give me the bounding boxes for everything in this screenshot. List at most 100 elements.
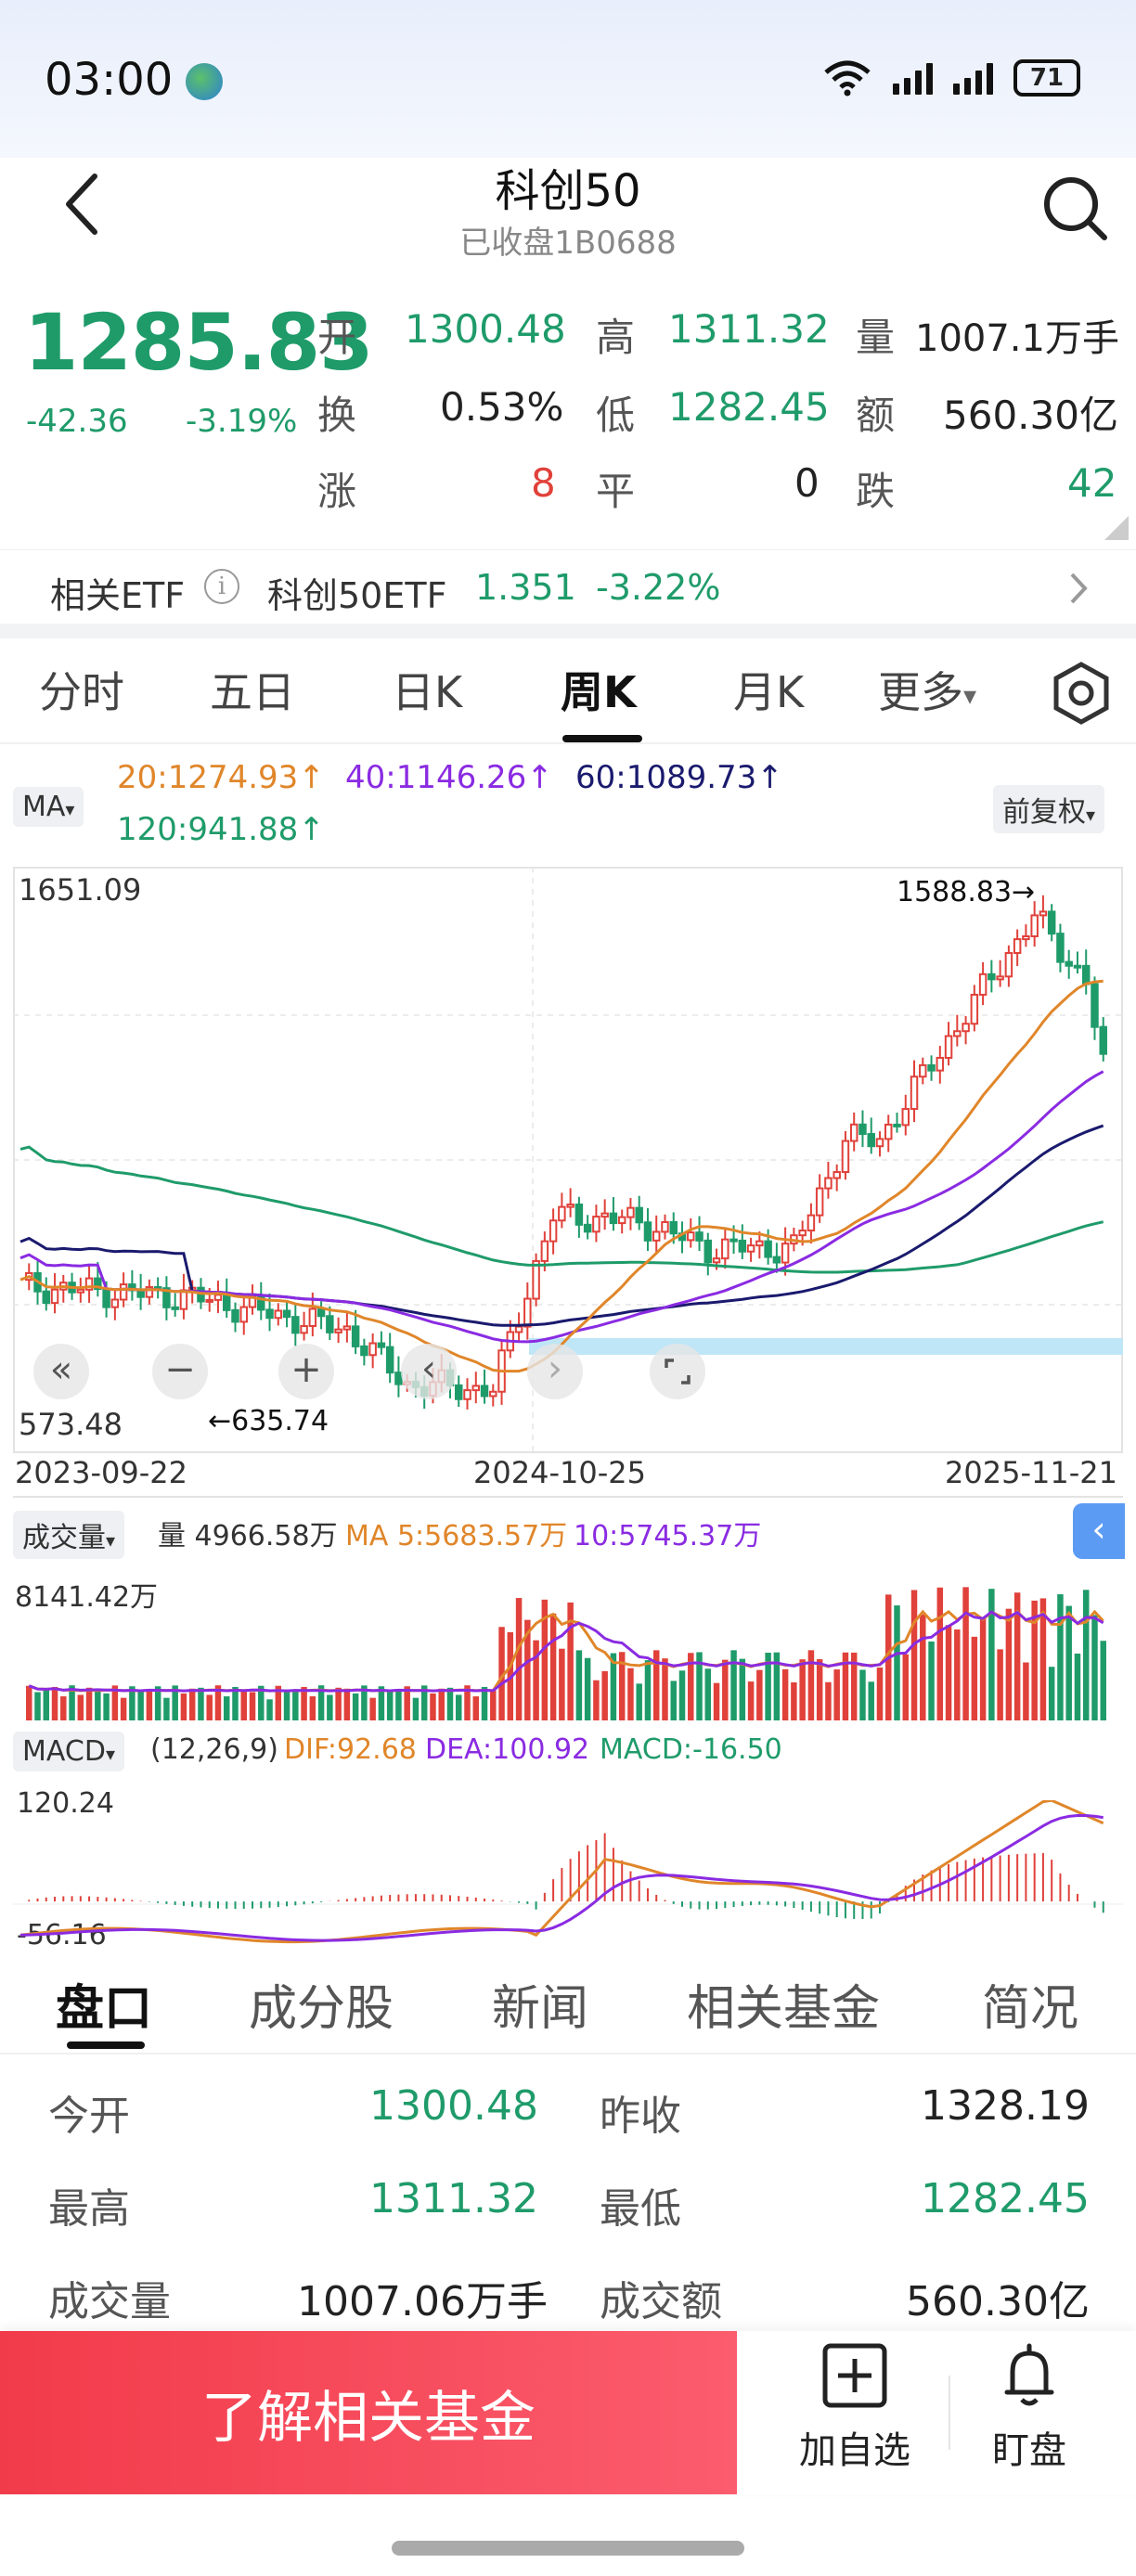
ma-selector[interactable]: MA▾ [13, 787, 84, 827]
candle-body [712, 1257, 721, 1264]
volume-bar [481, 1686, 488, 1720]
candle-body [471, 1385, 481, 1392]
collapse-panel-icon[interactable]: ‹ [1073, 1503, 1125, 1559]
double-chevron-left-icon[interactable]: « [33, 1344, 89, 1399]
ma-selector-label: MA [22, 791, 66, 823]
zoom-out-icon[interactable]: − [152, 1344, 208, 1399]
add-watchlist-button[interactable]: 加自选 [785, 2342, 924, 2474]
volume-bar [223, 1696, 230, 1720]
candle-body [583, 1223, 592, 1233]
chevron-right-icon[interactable]: › [527, 1344, 583, 1399]
volume-selector-label: 成交量 [22, 1522, 106, 1554]
candle-body [996, 975, 1004, 981]
detail-amount-value: 560.30亿 [906, 2278, 1090, 2325]
page-title: 科创50 [495, 165, 641, 217]
volume-bar [1082, 1590, 1090, 1720]
candle-body [377, 1342, 386, 1348]
volume-bar [1074, 1653, 1081, 1720]
macd-histogram [28, 1833, 1104, 1920]
watch-market-button[interactable]: 盯盘 [960, 2342, 1099, 2474]
dif-line [19, 1800, 1104, 1944]
ma120-value: 120:941.88↑ [117, 811, 325, 848]
candle-body [368, 1342, 377, 1357]
tab-order-book[interactable]: 盘口 [56, 1981, 153, 2037]
macd-selector[interactable]: MACD▾ [13, 1732, 124, 1771]
volume-panel[interactable] [13, 1496, 1123, 1722]
etf-label: 相关ETF [50, 575, 186, 616]
volume-bar [920, 1614, 926, 1720]
candle-body [652, 1230, 661, 1242]
tab-intraday[interactable]: 分时 [39, 667, 124, 717]
volume-bar [662, 1658, 668, 1720]
tab-five-day[interactable]: 五日 [210, 667, 295, 717]
candle-body [833, 1171, 841, 1179]
x-label-end: 2025-11-21 [945, 1455, 1117, 1490]
volume-bar [601, 1670, 608, 1720]
candle-body [867, 1133, 875, 1148]
volume-bar [859, 1669, 866, 1720]
fullscreen-icon[interactable] [650, 1344, 705, 1399]
volume-chart-canvas [26, 1587, 1106, 1720]
gridlines [13, 867, 1123, 1453]
candle-body [326, 1315, 334, 1333]
candle-body [480, 1385, 489, 1397]
detail-high-value: 1311.32 [369, 2175, 538, 2222]
back-icon[interactable] [56, 167, 111, 241]
volume-bar [188, 1688, 196, 1720]
high-value: 1311.32 [668, 306, 830, 352]
dropdown-arrow-icon: ▾ [1086, 804, 1096, 826]
tab-news[interactable]: 新闻 [492, 1981, 589, 2037]
volume-bar [249, 1692, 256, 1720]
tab-profile[interactable]: 简况 [982, 1981, 1079, 2037]
volume-selector[interactable]: 成交量▾ [13, 1511, 125, 1559]
tab-more[interactable]: 更多▾ [878, 659, 976, 720]
tab-active-indicator [562, 735, 642, 742]
volume-bar [765, 1653, 771, 1720]
ma20-value: 20:1274.93↑ [117, 759, 325, 796]
candle-body [919, 1063, 927, 1078]
zoom-in-icon[interactable]: + [278, 1344, 334, 1399]
tab-constituents[interactable]: 成分股 [249, 1981, 394, 2037]
volume-bar [962, 1587, 969, 1720]
down-count-value: 42 [1067, 460, 1117, 506]
volume-bar [343, 1688, 351, 1720]
volume-bar [464, 1685, 471, 1720]
home-indicator [392, 2541, 744, 2556]
volume-last: 量 4966.58万 [158, 1520, 338, 1552]
tab-monthly-k[interactable]: 月K [733, 667, 805, 717]
cell-signal-1-icon [893, 61, 933, 95]
page-subtitle: 已收盘1B0688 [459, 225, 677, 262]
candle-body [136, 1289, 145, 1298]
candle-body [205, 1298, 213, 1303]
volume-value: 1007.1万手 [915, 317, 1119, 360]
volume-bar [644, 1660, 652, 1720]
wifi-icon [824, 60, 871, 97]
dropdown-arrow-icon: ▾ [106, 1529, 116, 1552]
candle-body [171, 1306, 179, 1310]
volume-bar [781, 1668, 789, 1720]
detail-open-value: 1300.48 [369, 2082, 538, 2130]
related-etf-bar[interactable]: 相关ETF i 科创50ETF 1.351 -3.22% [0, 549, 1136, 624]
low-value: 1282.45 [668, 384, 830, 430]
search-icon[interactable] [1039, 173, 1110, 243]
chart-settings-icon[interactable] [1049, 661, 1114, 726]
chevron-left-icon[interactable]: ‹ [401, 1344, 457, 1399]
volume-bar [85, 1687, 93, 1720]
adjust-selector[interactable]: 前复权▾ [993, 785, 1105, 833]
candle-body [695, 1231, 704, 1242]
ma40-line [19, 1070, 1104, 1344]
learn-related-funds-button[interactable]: 了解相关基金 [0, 2331, 737, 2494]
volume-bar [876, 1668, 884, 1720]
volume-bar [541, 1599, 549, 1720]
info-icon[interactable]: i [204, 569, 239, 604]
tab-weekly-k[interactable]: 周K [561, 667, 637, 717]
volume-bar [154, 1686, 161, 1720]
volume-bar [610, 1653, 617, 1720]
candle-body [962, 1023, 970, 1033]
candles [25, 895, 1107, 1410]
candle-body [988, 972, 996, 981]
volume-bar [172, 1685, 178, 1720]
tab-related-funds[interactable]: 相关基金 [687, 1981, 881, 2037]
tab-daily-k[interactable]: 日K [392, 667, 463, 717]
bell-icon [1004, 2343, 1054, 2406]
